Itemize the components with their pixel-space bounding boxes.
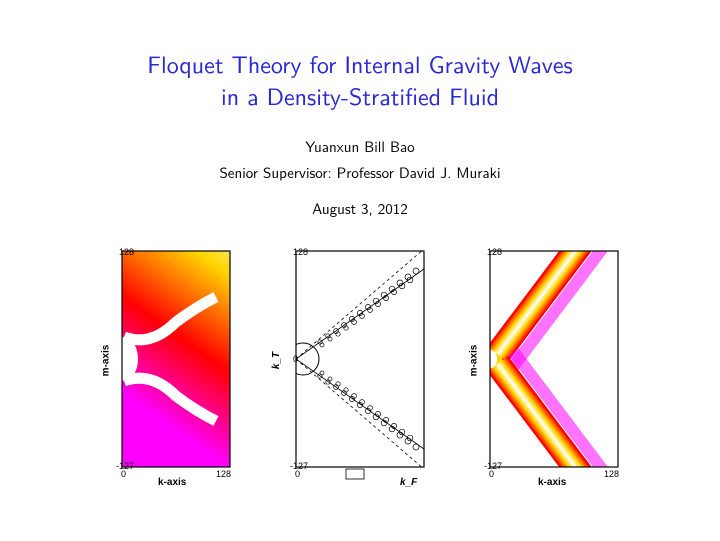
p3-ylabel: m-axis (468, 344, 479, 376)
figure-row: 128 -127 0 128 m-axis k-axis (96, 247, 624, 487)
title-line-1: Floquet Theory for Internal Gravity Wave… (147, 46, 572, 81)
p1-ylabel: m-axis (100, 344, 111, 376)
panel-right-svg (464, 247, 624, 487)
p3-ytick-top: 128 (487, 247, 502, 257)
p1-ytick-top: 128 (119, 247, 134, 257)
date-line: August 3, 2012 (312, 197, 407, 219)
panel-middle-svg (270, 247, 430, 487)
author-name: Yuanxun Bill Bao (305, 135, 414, 157)
panel-middle: 128 0 -127 0 k_T k_F (270, 247, 430, 487)
panel-left: 128 -127 0 128 m-axis k-axis (96, 247, 236, 487)
p1-xlabel: k-axis (158, 477, 186, 488)
title-line-2: in a Density-Stratified Fluid (221, 78, 499, 113)
p3-xtick-0: 0 (489, 469, 494, 479)
panel-left-svg (96, 247, 236, 487)
p3-xtick-1: 128 (604, 469, 619, 479)
p2-ytick-top: 128 (293, 247, 308, 257)
p2-xlabel: k_F (400, 477, 417, 488)
p3-xlabel: k-axis (538, 477, 566, 488)
slide-title: Floquet Theory for Internal Gravity Wave… (147, 48, 572, 113)
p2-xtick-0: 0 (295, 469, 300, 479)
p1-xtick-0: 0 (121, 469, 126, 479)
supervisor-line: Senior Supervisor: Professor David J. Mu… (219, 161, 500, 183)
panel-right: 128 -127 0 128 m-axis k-axis (464, 247, 624, 487)
p2-ytick-mid: 0 (293, 354, 298, 364)
p2-ylabel: k_T (271, 352, 282, 369)
p1-xtick-1: 128 (216, 469, 231, 479)
